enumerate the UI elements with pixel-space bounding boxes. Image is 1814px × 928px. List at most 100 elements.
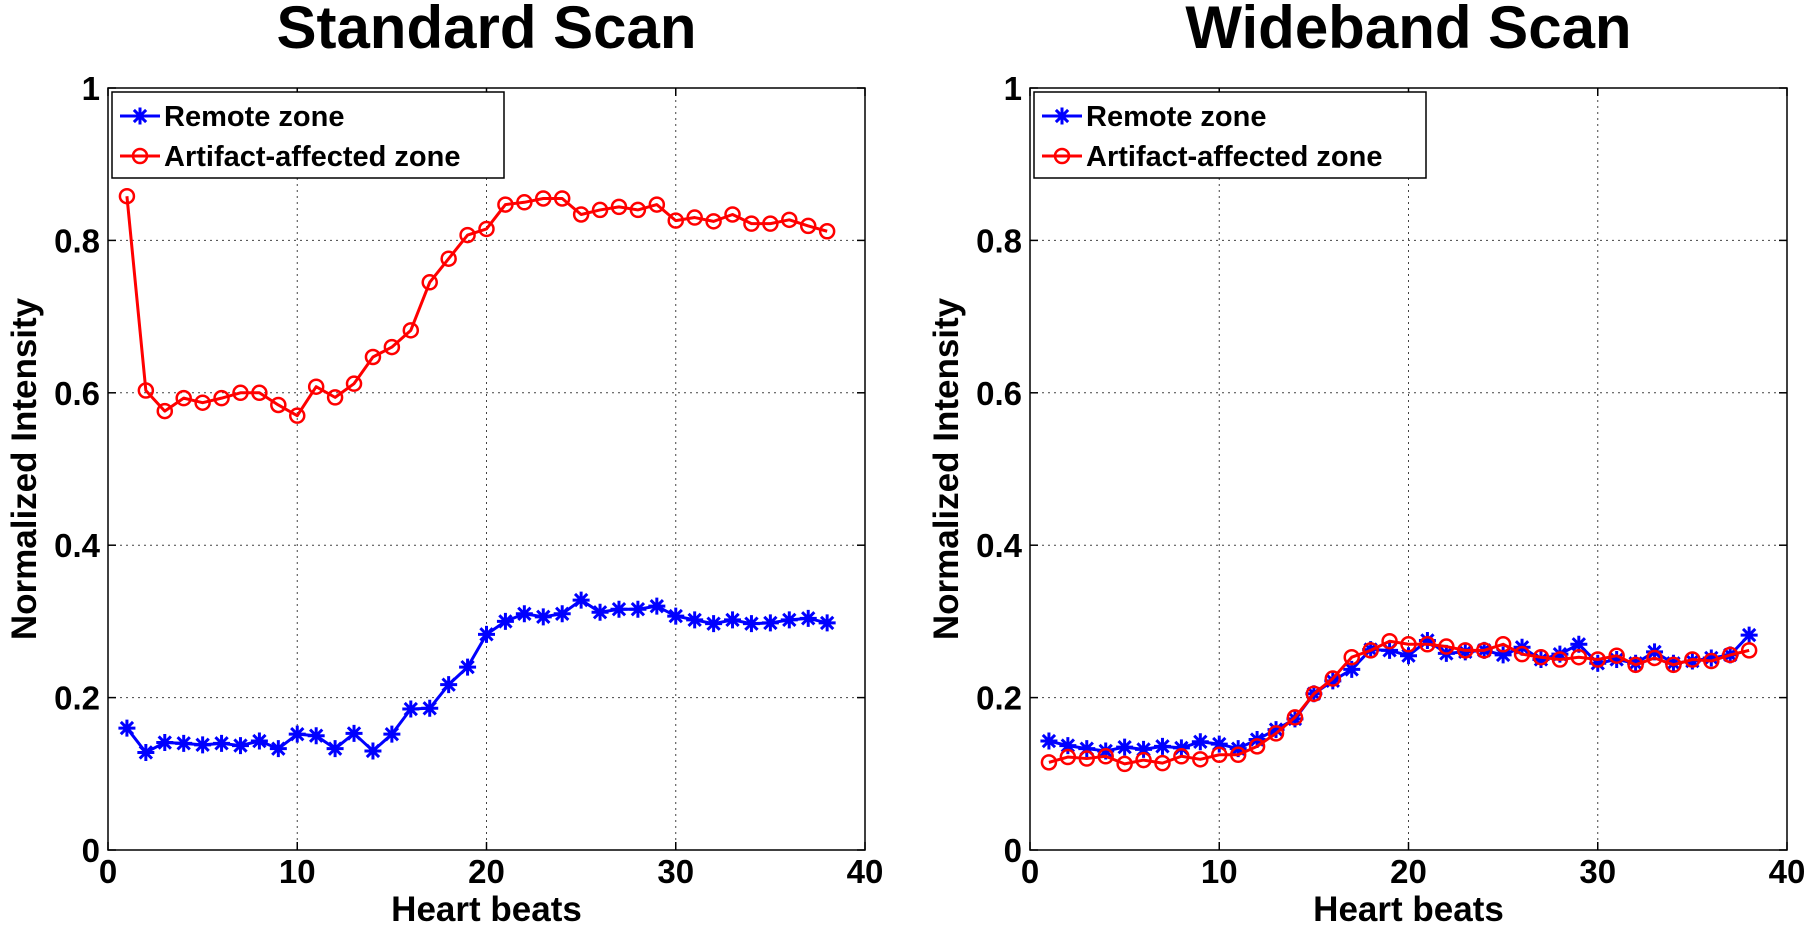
data-point-remote-zone bbox=[231, 737, 249, 755]
y-tick-label: 0.4 bbox=[54, 527, 101, 564]
data-point-remote-zone bbox=[1551, 645, 1569, 663]
data-point-artifact-zone bbox=[1324, 670, 1342, 687]
data-point-artifact-zone bbox=[591, 201, 609, 219]
x-axis-label: Heart beats bbox=[391, 890, 582, 928]
legend: Remote zone Artifact-affected zone bbox=[1033, 91, 1427, 179]
data-point-artifact-zone bbox=[1684, 651, 1701, 668]
data-point-remote-zone bbox=[1418, 631, 1436, 649]
data-point-artifact-zone bbox=[1078, 750, 1096, 767]
data-point-remote-zone bbox=[1040, 732, 1058, 750]
data-point-remote-zone bbox=[1400, 647, 1417, 665]
legend-marker-artifact-zone bbox=[131, 147, 149, 165]
data-point-artifact-zone bbox=[118, 187, 136, 205]
data-point-remote-zone bbox=[1589, 654, 1607, 672]
data-point-artifact-zone bbox=[194, 394, 211, 411]
data-point-artifact-zone bbox=[175, 389, 192, 407]
data-point-remote-zone bbox=[1135, 740, 1153, 758]
data-point-artifact-zone bbox=[1286, 709, 1304, 726]
data-point-remote-zone bbox=[724, 611, 742, 629]
data-point-artifact-zone bbox=[1532, 648, 1550, 666]
series-line-remote-zone bbox=[1048, 634, 1751, 753]
data-point-artifact-zone bbox=[1646, 649, 1663, 667]
data-point-remote-zone bbox=[1608, 651, 1626, 668]
data-point-remote-zone bbox=[288, 725, 306, 743]
data-point-artifact-zone bbox=[1589, 651, 1606, 668]
x-tick-label: 40 bbox=[1769, 853, 1806, 890]
data-point-artifact-zone bbox=[535, 190, 552, 207]
data-point-artifact-zone bbox=[1438, 638, 1455, 655]
data-point-artifact-zone bbox=[364, 348, 382, 366]
legend-label-artifact-zone: Artifact-affected zone bbox=[164, 141, 461, 173]
data-point-artifact-zone bbox=[345, 375, 363, 392]
data-point-artifact-zone bbox=[1381, 632, 1398, 650]
data-point-remote-zone bbox=[1381, 641, 1399, 659]
data-point-artifact-zone bbox=[137, 382, 155, 399]
x-tick-label: 40 bbox=[847, 853, 884, 890]
data-point-artifact-zone bbox=[686, 209, 703, 226]
x-axis-label: Heart beats bbox=[1313, 890, 1504, 928]
data-point-remote-zone bbox=[402, 700, 420, 718]
data-point-remote-zone bbox=[1570, 635, 1588, 653]
data-point-artifact-zone bbox=[1608, 647, 1625, 664]
legend-marker-remote-zone bbox=[131, 107, 149, 125]
data-point-remote-zone bbox=[799, 609, 817, 627]
series-artifact-zone bbox=[118, 187, 836, 424]
data-point-artifact-zone bbox=[1211, 746, 1228, 763]
data-point-artifact-zone bbox=[1229, 746, 1247, 763]
data-point-artifact-zone bbox=[213, 389, 230, 407]
legend-label-remote-zone: Remote zone bbox=[164, 101, 344, 133]
data-point-artifact-zone bbox=[516, 194, 533, 211]
data-point-remote-zone bbox=[345, 724, 363, 742]
y-tick-label: 0.2 bbox=[976, 680, 1022, 717]
data-point-remote-zone bbox=[1191, 733, 1209, 751]
chart-panel-2: 0 10 20 30 40 0 0.2 0.4 0.6 0.8 1 Wideband Scan Hear… bbox=[927, 0, 1805, 928]
data-point-artifact-zone bbox=[1343, 648, 1360, 666]
data-point-remote-zone bbox=[705, 615, 723, 633]
data-point-artifact-zone bbox=[251, 384, 268, 402]
y-tick-label: 1 bbox=[82, 70, 100, 107]
series-remote-zone bbox=[1040, 626, 1758, 760]
data-point-artifact-zone bbox=[629, 201, 647, 219]
data-point-artifact-zone bbox=[1570, 648, 1588, 666]
data-point-remote-zone bbox=[478, 625, 495, 643]
series-line-artifact-zone bbox=[125, 196, 828, 418]
data-point-remote-zone bbox=[742, 615, 760, 633]
data-point-remote-zone bbox=[1740, 626, 1758, 644]
data-point-artifact-zone bbox=[1116, 755, 1133, 773]
y-tick-label: 0.2 bbox=[54, 680, 100, 717]
data-point-artifact-zone bbox=[1703, 652, 1720, 670]
y-tick-label: 1 bbox=[1004, 70, 1022, 107]
legend-marker-remote-zone bbox=[1053, 107, 1071, 125]
data-point-artifact-zone bbox=[610, 198, 628, 216]
data-point-remote-zone bbox=[250, 732, 268, 750]
data-point-artifact-zone bbox=[402, 322, 420, 339]
y-tick-label: 0 bbox=[1004, 832, 1022, 869]
data-point-artifact-zone bbox=[1665, 656, 1682, 674]
data-point-artifact-zone bbox=[1154, 754, 1171, 772]
data-point-remote-zone bbox=[648, 597, 666, 615]
data-point-artifact-zone bbox=[743, 215, 760, 232]
data-point-artifact-zone bbox=[705, 213, 722, 230]
data-point-artifact-zone bbox=[1400, 636, 1417, 653]
data-point-artifact-zone bbox=[497, 196, 514, 213]
data-point-artifact-zone bbox=[1248, 738, 1266, 755]
x-tick-label: 10 bbox=[1201, 853, 1238, 890]
data-point-remote-zone bbox=[1153, 737, 1171, 755]
data-point-remote-zone bbox=[1267, 721, 1285, 739]
data-point-artifact-zone bbox=[667, 212, 684, 229]
data-point-remote-zone bbox=[496, 612, 514, 630]
y-axis-label: Normalized Intensity bbox=[927, 297, 966, 640]
y-tick-label: 0.4 bbox=[976, 527, 1023, 564]
data-point-artifact-zone bbox=[781, 211, 798, 229]
y-tick-label: 0.8 bbox=[976, 222, 1022, 259]
x-tick-label: 0 bbox=[1021, 853, 1039, 890]
data-point-remote-zone bbox=[364, 742, 382, 760]
data-point-remote-zone bbox=[1494, 646, 1512, 664]
data-point-remote-zone bbox=[1210, 735, 1228, 753]
data-point-remote-zone bbox=[534, 608, 552, 626]
data-point-remote-zone bbox=[1343, 660, 1361, 678]
data-point-artifact-zone bbox=[421, 274, 438, 291]
data-point-remote-zone bbox=[326, 740, 344, 758]
data-point-artifact-zone bbox=[1475, 642, 1493, 659]
